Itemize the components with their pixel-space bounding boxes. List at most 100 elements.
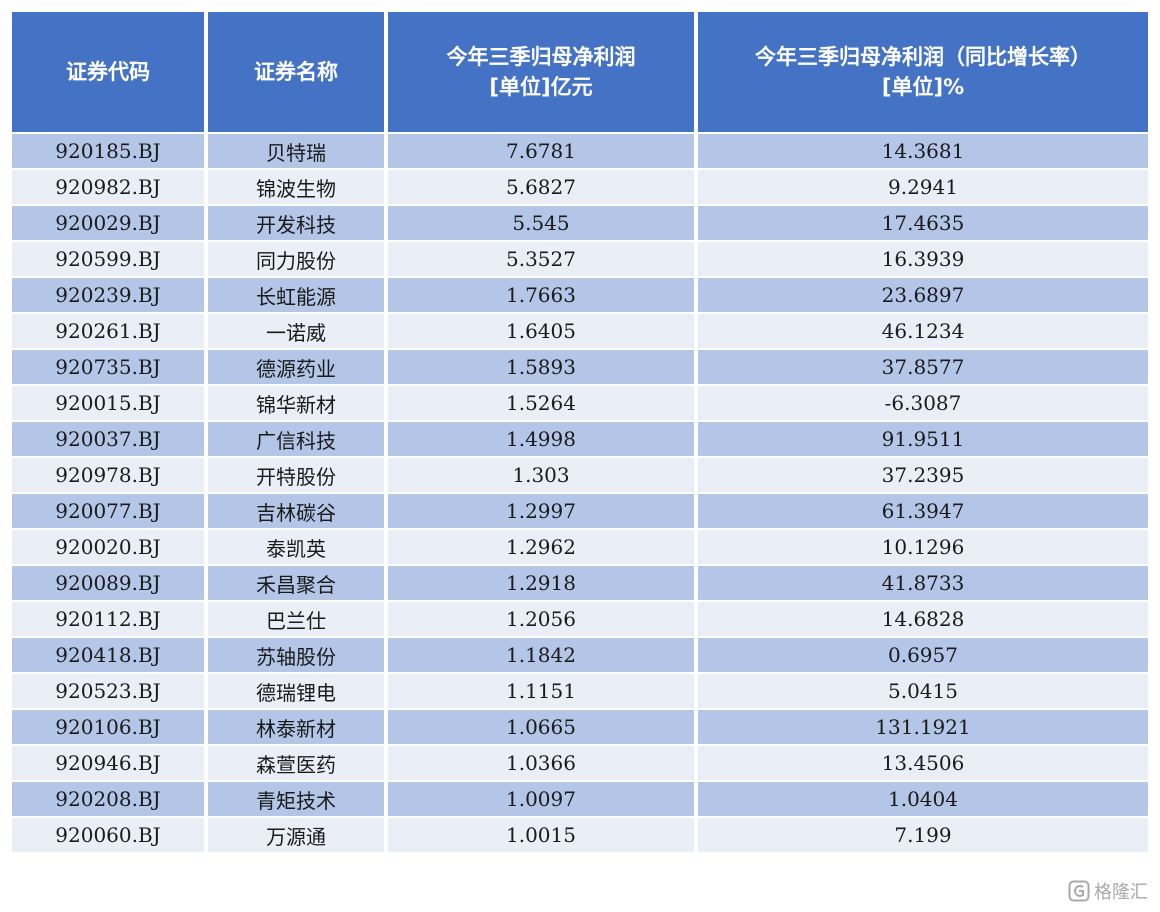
cell-growth-rate: 131.1921 xyxy=(698,710,1148,744)
watermark-text: 格隆汇 xyxy=(1094,882,1148,903)
cell-growth-rate: 16.3939 xyxy=(698,242,1148,276)
cell-security-name: 禾昌聚合 xyxy=(208,566,384,600)
header-line: 证券代码 xyxy=(66,60,150,84)
cell-security-code: 920029.BJ xyxy=(12,206,204,240)
cell-security-code: 920185.BJ xyxy=(12,134,204,168)
cell-security-name: 德源药业 xyxy=(208,350,384,384)
cell-security-code: 920015.BJ xyxy=(12,386,204,420)
cell-security-code: 920106.BJ xyxy=(12,710,204,744)
cell-net-profit: 1.7663 xyxy=(388,278,694,312)
cell-net-profit: 1.2997 xyxy=(388,494,694,528)
cell-security-code: 920946.BJ xyxy=(12,746,204,780)
cell-growth-rate: -6.3087 xyxy=(698,386,1148,420)
table-row: 920418.BJ 苏轴股份 1.1842 0.6957 xyxy=(12,638,1148,672)
table-row: 920029.BJ 开发科技 5.545 17.4635 xyxy=(12,206,1148,240)
cell-security-code: 920112.BJ xyxy=(12,602,204,636)
cell-security-code: 920020.BJ xyxy=(12,530,204,564)
cell-growth-rate: 37.2395 xyxy=(698,458,1148,492)
cell-security-name: 德瑞锂电 xyxy=(208,674,384,708)
cell-security-name: 青矩技术 xyxy=(208,782,384,816)
table-row: 920185.BJ 贝特瑞 7.6781 14.3681 xyxy=(12,134,1148,168)
cell-growth-rate: 14.3681 xyxy=(698,134,1148,168)
gelonghui-logo-icon xyxy=(1068,880,1090,902)
header-unit: [单位]% xyxy=(881,75,965,99)
table-row: 920020.BJ 泰凯英 1.2962 10.1296 xyxy=(12,530,1148,564)
cell-security-code: 920077.BJ xyxy=(12,494,204,528)
table-header-row: 证券代码 证券名称 今年三季归母净利润 [单位]亿元 今年三季归母净利润（同比增… xyxy=(12,12,1148,132)
table-row: 920261.BJ 一诺威 1.6405 46.1234 xyxy=(12,314,1148,348)
cell-security-name: 开特股份 xyxy=(208,458,384,492)
cell-net-profit: 1.1151 xyxy=(388,674,694,708)
cell-security-code: 920735.BJ xyxy=(12,350,204,384)
header-line: 今年三季归母净利润（同比增长率） xyxy=(755,45,1091,69)
header-unit: [单位]亿元 xyxy=(489,75,593,99)
cell-security-name: 锦波生物 xyxy=(208,170,384,204)
table-row: 920077.BJ 吉林碳谷 1.2997 61.3947 xyxy=(12,494,1148,528)
cell-security-name: 万源通 xyxy=(208,818,384,852)
table-row: 920106.BJ 林泰新材 1.0665 131.1921 xyxy=(12,710,1148,744)
cell-growth-rate: 0.6957 xyxy=(698,638,1148,672)
cell-net-profit: 1.5893 xyxy=(388,350,694,384)
table-row: 920982.BJ 锦波生物 5.6827 9.2941 xyxy=(12,170,1148,204)
cell-security-name: 一诺威 xyxy=(208,314,384,348)
cell-security-code: 920060.BJ xyxy=(12,818,204,852)
table-row: 920523.BJ 德瑞锂电 1.1151 5.0415 xyxy=(12,674,1148,708)
cell-security-code: 920037.BJ xyxy=(12,422,204,456)
cell-net-profit: 1.0097 xyxy=(388,782,694,816)
cell-growth-rate: 5.0415 xyxy=(698,674,1148,708)
cell-net-profit: 1.4998 xyxy=(388,422,694,456)
cell-security-name: 锦华新材 xyxy=(208,386,384,420)
table-body: 920185.BJ 贝特瑞 7.6781 14.3681 920982.BJ 锦波生物 5.… xyxy=(12,134,1148,852)
watermark: 格隆汇 xyxy=(1068,878,1148,904)
cell-security-code: 920239.BJ xyxy=(12,278,204,312)
cell-security-name: 广信科技 xyxy=(208,422,384,456)
cell-net-profit: 1.2056 xyxy=(388,602,694,636)
cell-net-profit: 1.5264 xyxy=(388,386,694,420)
cell-security-name: 吉林碳谷 xyxy=(208,494,384,528)
cell-growth-rate: 41.8733 xyxy=(698,566,1148,600)
cell-security-name: 开发科技 xyxy=(208,206,384,240)
cell-net-profit: 1.2918 xyxy=(388,566,694,600)
cell-growth-rate: 37.8577 xyxy=(698,350,1148,384)
table-row: 920239.BJ 长虹能源 1.7663 23.6897 xyxy=(12,278,1148,312)
cell-security-code: 920982.BJ xyxy=(12,170,204,204)
cell-security-name: 苏轴股份 xyxy=(208,638,384,672)
cell-security-code: 920261.BJ xyxy=(12,314,204,348)
cell-security-code: 920208.BJ xyxy=(12,782,204,816)
cell-security-name: 长虹能源 xyxy=(208,278,384,312)
cell-growth-rate: 46.1234 xyxy=(698,314,1148,348)
cell-net-profit: 1.0366 xyxy=(388,746,694,780)
cell-growth-rate: 10.1296 xyxy=(698,530,1148,564)
table-row: 920060.BJ 万源通 1.0015 7.199 xyxy=(12,818,1148,852)
cell-security-code: 920599.BJ xyxy=(12,242,204,276)
header-net-profit-growth: 今年三季归母净利润（同比增长率） [单位]% xyxy=(698,12,1148,132)
table-row: 920089.BJ 禾昌聚合 1.2918 41.8733 xyxy=(12,566,1148,600)
cell-security-name: 林泰新材 xyxy=(208,710,384,744)
cell-security-code: 920978.BJ xyxy=(12,458,204,492)
cell-growth-rate: 7.199 xyxy=(698,818,1148,852)
cell-growth-rate: 91.9511 xyxy=(698,422,1148,456)
table-row: 920735.BJ 德源药业 1.5893 37.8577 xyxy=(12,350,1148,384)
cell-security-name: 同力股份 xyxy=(208,242,384,276)
cell-net-profit: 5.6827 xyxy=(388,170,694,204)
table-row: 920112.BJ 巴兰仕 1.2056 14.6828 xyxy=(12,602,1148,636)
cell-net-profit: 1.6405 xyxy=(388,314,694,348)
cell-growth-rate: 1.0404 xyxy=(698,782,1148,816)
profit-table: 证券代码 证券名称 今年三季归母净利润 [单位]亿元 今年三季归母净利润（同比增… xyxy=(8,10,1152,854)
cell-growth-rate: 61.3947 xyxy=(698,494,1148,528)
cell-net-profit: 5.3527 xyxy=(388,242,694,276)
cell-net-profit: 5.545 xyxy=(388,206,694,240)
cell-growth-rate: 17.4635 xyxy=(698,206,1148,240)
data-table-container: 证券代码 证券名称 今年三季归母净利润 [单位]亿元 今年三季归母净利润（同比增… xyxy=(12,12,1148,852)
header-line: 今年三季归母净利润 xyxy=(446,45,636,69)
table-row: 920599.BJ 同力股份 5.3527 16.3939 xyxy=(12,242,1148,276)
table-row: 920946.BJ 森萱医药 1.0366 13.4506 xyxy=(12,746,1148,780)
table-row: 920978.BJ 开特股份 1.303 37.2395 xyxy=(12,458,1148,492)
cell-growth-rate: 9.2941 xyxy=(698,170,1148,204)
table-row: 920037.BJ 广信科技 1.4998 91.9511 xyxy=(12,422,1148,456)
cell-net-profit: 1.2962 xyxy=(388,530,694,564)
cell-security-name: 森萱医药 xyxy=(208,746,384,780)
cell-security-code: 920089.BJ xyxy=(12,566,204,600)
header-line: 证券名称 xyxy=(254,60,338,84)
cell-growth-rate: 23.6897 xyxy=(698,278,1148,312)
